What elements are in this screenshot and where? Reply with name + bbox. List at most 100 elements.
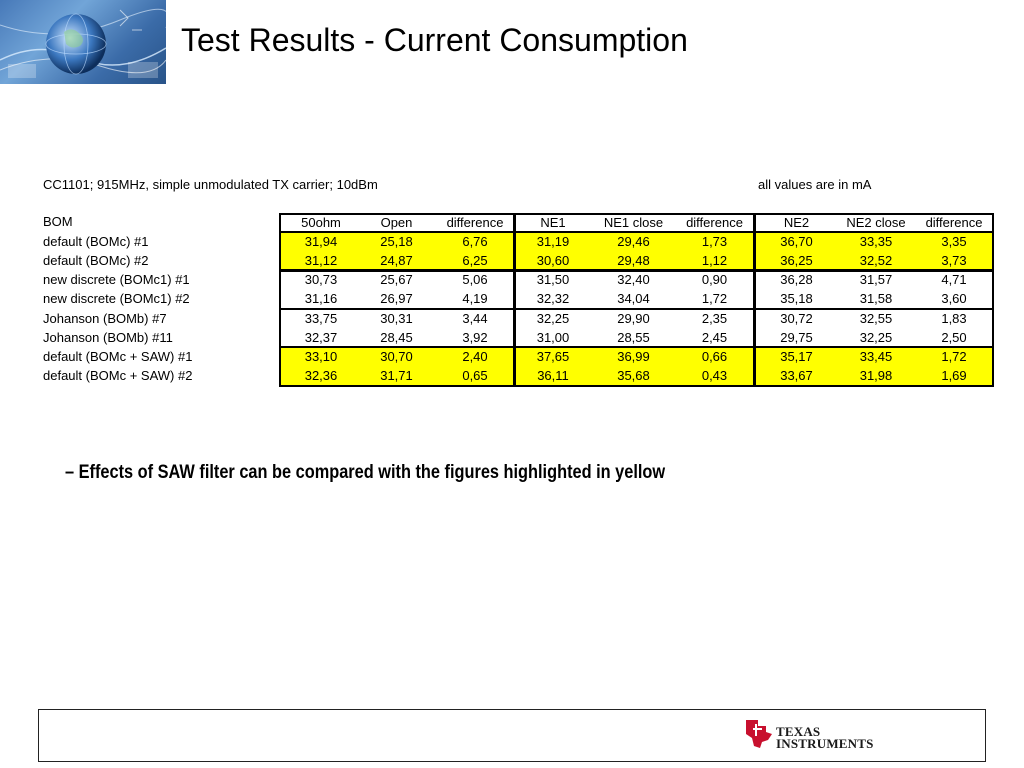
texas-instruments-logo-icon: [746, 720, 772, 748]
table-cell: 6,25: [462, 253, 488, 268]
row-group-4-block-2: [514, 346, 755, 387]
table-cell: 24,87: [380, 253, 413, 268]
table-cell: 33,10: [304, 349, 338, 364]
column-header: NE2 close: [846, 215, 906, 230]
column-header: NE1 close: [603, 215, 664, 230]
table-cell: 30,60: [536, 253, 570, 268]
table-cell: 33,75: [304, 311, 338, 326]
table-cell: 32,37: [304, 330, 338, 345]
table-cell: 35,68: [617, 368, 650, 383]
column-header: NE2: [783, 215, 810, 230]
table-cell: 36,28: [780, 272, 813, 287]
table-cell: 32,25: [536, 311, 570, 326]
table-cell: 30,72: [780, 311, 813, 326]
row-group-1-block-1: [279, 231, 515, 272]
bom-name: default (BOMc) #2: [43, 253, 149, 268]
row-group-1-block-2: [514, 231, 755, 272]
table-cell: 32,55: [859, 311, 893, 326]
table-cell: 28,55: [617, 330, 650, 345]
table-cell: 35,18: [780, 291, 813, 306]
table-cell: 3,73: [941, 253, 967, 268]
bom-name: default (BOMc + SAW) #1: [43, 349, 193, 364]
saw-effect-note: – Effects of SAW filter can be compared …: [65, 462, 666, 483]
logo-line-2: Instruments: [776, 736, 874, 751]
table-cell: 36,99: [617, 349, 650, 364]
table-cell: 2,45: [701, 330, 728, 345]
bom-name: default (BOMc) #1: [43, 234, 149, 249]
table-cell: 0,43: [701, 368, 728, 383]
table-cell: 35,17: [780, 349, 813, 364]
footer-bar: [38, 709, 986, 762]
column-header: difference: [446, 215, 504, 230]
table-cell: 1,73: [701, 234, 728, 249]
column-header: difference: [686, 215, 743, 230]
units-note: all values are in mA: [758, 177, 872, 192]
table-cell: 1,72: [701, 291, 728, 306]
table-cell: 1,69: [941, 368, 967, 383]
table-cell: 32,32: [536, 291, 570, 306]
table-cell: 31,19: [536, 234, 570, 249]
table-cell: 36,25: [780, 253, 813, 268]
table-cell: 29,90: [617, 311, 650, 326]
table-cell: 31,12: [304, 253, 338, 268]
texas-instruments-wordmark: Texas Instruments: [776, 724, 874, 751]
table-cell: 0,90: [701, 272, 728, 287]
table-cell: 31,98: [859, 368, 893, 383]
bom-name: new discrete (BOMc1) #1: [43, 272, 190, 287]
bom-name: Johanson (BOMb) #7: [43, 311, 167, 326]
table-cell: 26,97: [380, 291, 413, 306]
table-cell: 31,50: [536, 272, 570, 287]
table-cell: 29,75: [780, 330, 813, 345]
table-cell: 25,67: [380, 272, 413, 287]
table-cell: 33,67: [780, 368, 813, 383]
row-group-4-block-1: [279, 346, 515, 387]
row-group-4-block-3: [754, 346, 994, 387]
table-cell: 31,00: [536, 330, 570, 345]
header-globe-image: [0, 0, 166, 84]
table-cell: 31,57: [859, 272, 893, 287]
table-cell: 36,70: [780, 234, 813, 249]
globe-icon: [0, 0, 166, 84]
table-cell: 2,50: [941, 330, 967, 345]
table-cell: 4,71: [941, 272, 967, 287]
table-cell: 5,06: [462, 272, 488, 287]
table-cell: 30,73: [304, 272, 338, 287]
table-cell: 0,66: [701, 349, 728, 364]
column-header: Open: [380, 215, 413, 230]
table-cell: 28,45: [380, 330, 413, 345]
column-header: difference: [925, 215, 983, 230]
table-cell: 0,65: [462, 368, 488, 383]
table-cell: 1,83: [941, 311, 967, 326]
table-cell: 33,35: [859, 234, 893, 249]
table-cell: 33,45: [859, 349, 893, 364]
table-cell: 32,36: [304, 368, 338, 383]
table-cell: 6,76: [462, 234, 488, 249]
bom-name: Johanson (BOMb) #11: [43, 330, 173, 345]
column-header: 50ohm: [301, 215, 341, 230]
logo-line-1: Texas: [776, 724, 821, 739]
table-cell: 37,65: [536, 349, 570, 364]
table-cell: 32,25: [859, 330, 893, 345]
table-cell: 2,40: [462, 349, 488, 364]
bom-name: default (BOMc + SAW) #2: [43, 368, 193, 383]
table-cell: 31,94: [304, 234, 338, 249]
bom-name: new discrete (BOMc1) #2: [43, 291, 190, 306]
table-cell: 32,52: [859, 253, 893, 268]
row-group-1-block-3: [754, 231, 994, 272]
table-cell: 30,31: [380, 311, 413, 326]
table-cell: 1,12: [701, 253, 728, 268]
measurement-conditions: CC1101; 915MHz, simple unmodulated TX ca…: [43, 177, 378, 192]
table-cell: 32,40: [617, 272, 650, 287]
table-cell: 30,70: [380, 349, 413, 364]
table-cell: 34,04: [617, 291, 650, 306]
table-cell: 3,35: [941, 234, 967, 249]
table-cell: 2,35: [701, 311, 728, 326]
table-cell: 1,72: [941, 349, 967, 364]
table-cell: 3,60: [941, 291, 967, 306]
table-cell: 29,46: [617, 234, 650, 249]
page-title: Test Results - Current Consumption: [181, 22, 688, 58]
texas-instruments-logo: [742, 716, 874, 754]
column-header: NE1: [540, 215, 566, 230]
table-cell: 31,71: [380, 368, 413, 383]
table-cell: 36,11: [537, 368, 569, 383]
